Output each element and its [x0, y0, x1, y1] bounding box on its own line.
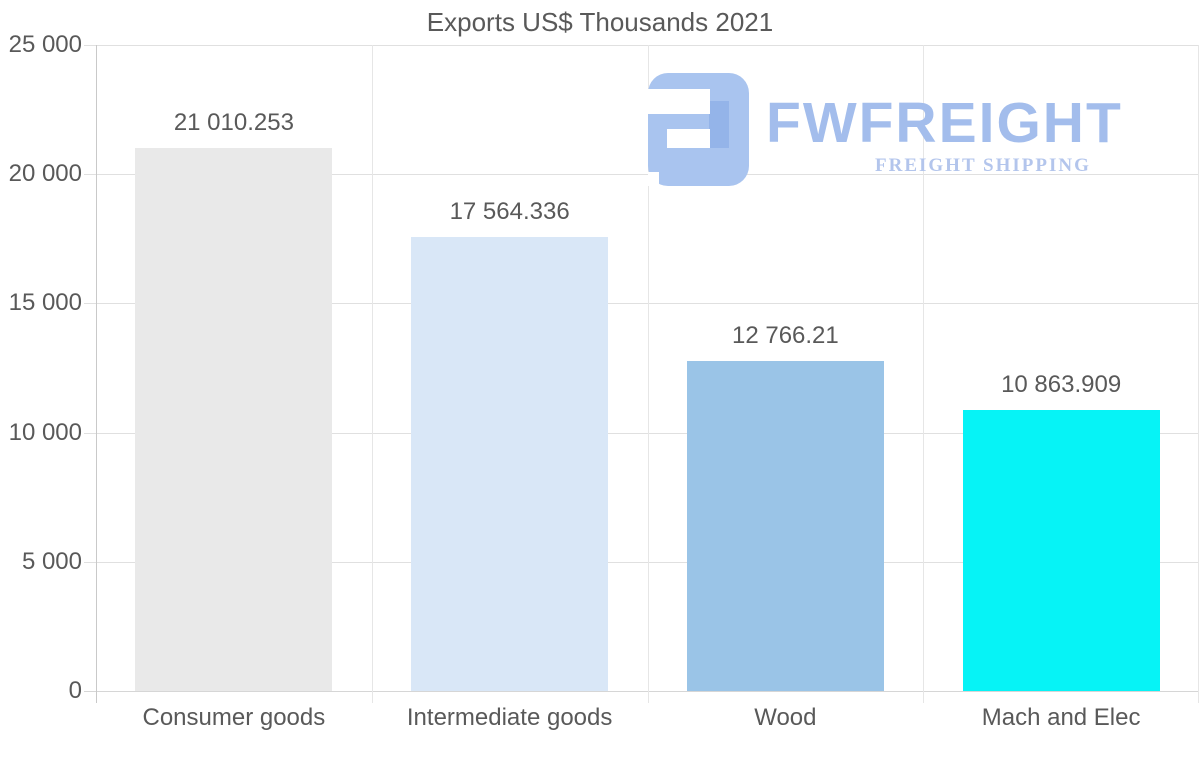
logo-subtitle: FREIGHT SHIPPING	[875, 155, 1091, 176]
y-gridline	[84, 561, 1199, 563]
x-category-label: Consumer goods	[142, 704, 326, 731]
y-tick-label: 15 000	[8, 289, 82, 317]
bar-mach-and-elec	[962, 410, 1160, 691]
y-gridline	[84, 303, 1199, 305]
y-axis-line	[96, 45, 97, 703]
y-gridline	[84, 691, 1199, 692]
bar-value-label: 10 863.909	[1001, 371, 1122, 399]
x-category-label: Wood	[754, 704, 817, 731]
bar-value-label: 12 766.21	[731, 322, 839, 350]
bar-value-label: 21 010.253	[173, 109, 294, 137]
y-tick-label: 0	[68, 677, 82, 704]
fwfreight-logo-icon	[648, 73, 749, 186]
y-gridline	[84, 45, 1199, 46]
y-tick-label: 10 000	[8, 418, 82, 446]
y-tick-label: 20 000	[8, 160, 82, 188]
bar-value-label: 17 564.336	[449, 198, 570, 226]
v-gridline	[372, 45, 373, 703]
y-tick-label: 5 000	[21, 547, 82, 575]
y-tick-label: 25 000	[8, 31, 82, 58]
y-gridline	[84, 432, 1199, 434]
v-gridline	[923, 45, 924, 703]
fwfreight-watermark: FWFREIGHT FREIGHT SHIPPING	[648, 73, 1148, 188]
logo-wordmark: FWFREIGHT	[766, 91, 1123, 155]
chart-title: Exports US$ Thousands 2021	[426, 7, 774, 37]
x-category-label: Intermediate goods	[406, 704, 613, 731]
y-gridline	[84, 174, 1199, 176]
v-gridline	[1198, 45, 1199, 703]
bar-intermediate-goods	[411, 237, 609, 691]
x-category-label: Mach and Elec	[981, 704, 1141, 731]
bar-wood	[686, 361, 884, 691]
bar-consumer-goods	[135, 148, 333, 691]
v-gridline	[648, 45, 649, 703]
